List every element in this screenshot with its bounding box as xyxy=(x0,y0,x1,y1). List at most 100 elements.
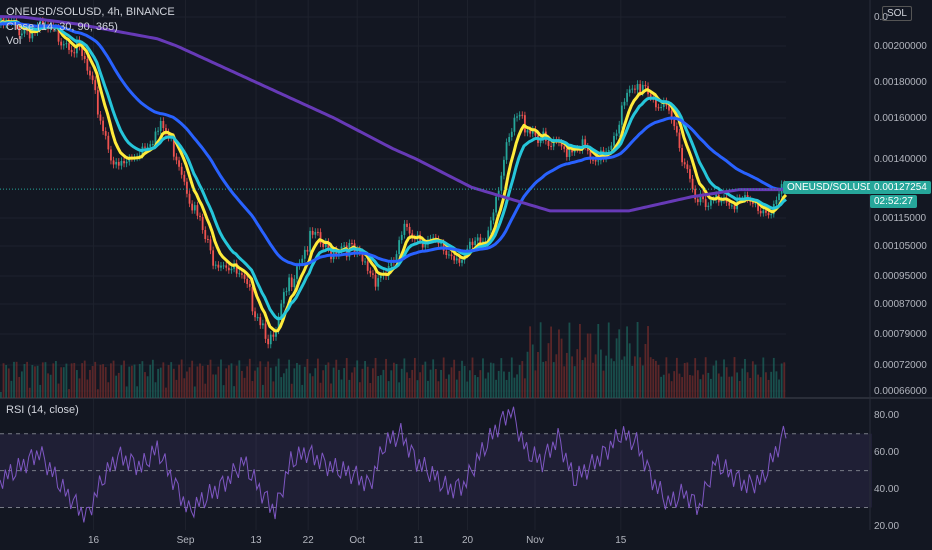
price-tick-label: 0.00105000 xyxy=(874,241,927,252)
candle-body xyxy=(293,278,296,288)
x-tick-label: 13 xyxy=(250,535,262,546)
candle-body xyxy=(254,311,256,318)
candle-body xyxy=(149,144,152,147)
volume-bar xyxy=(243,377,246,398)
candle-body xyxy=(655,98,657,108)
volume-bar xyxy=(238,360,241,398)
volume-bar xyxy=(296,363,298,398)
volume-bar xyxy=(233,386,235,398)
volume-bar xyxy=(385,358,387,398)
volume-bar xyxy=(110,363,112,398)
candle-body xyxy=(668,105,670,111)
candle-body xyxy=(607,150,610,152)
candle-body xyxy=(421,240,424,248)
candle-body xyxy=(96,90,99,115)
volume-bar xyxy=(411,369,414,398)
rsi-tick-label: 40.00 xyxy=(874,484,899,495)
volume-bar xyxy=(702,374,704,398)
candle-body xyxy=(269,334,272,345)
candle-body xyxy=(751,202,754,204)
volume-bar xyxy=(175,379,178,398)
volume-bar xyxy=(235,365,238,398)
volume-bar xyxy=(733,357,736,398)
volume-bar xyxy=(670,381,673,398)
candle-body xyxy=(641,84,644,93)
candle-body xyxy=(212,250,215,266)
volume-bar xyxy=(526,351,529,398)
volume-bar xyxy=(220,359,222,398)
candle-body xyxy=(151,144,154,146)
volume-bar xyxy=(471,357,474,398)
candle-body xyxy=(324,241,327,247)
volume-bar xyxy=(28,387,31,398)
volume-bar xyxy=(723,359,725,398)
last-price-badge: 0.00127254 xyxy=(870,181,931,194)
volume-bar xyxy=(99,364,102,398)
candle-body xyxy=(193,205,196,211)
candle-body xyxy=(309,230,311,252)
volume-bar xyxy=(267,361,270,398)
candle-body xyxy=(628,89,631,93)
candle-body xyxy=(112,160,115,165)
candle-body xyxy=(335,249,338,256)
candle-body xyxy=(518,114,521,117)
volume-bar xyxy=(762,357,765,398)
volume-bar xyxy=(319,382,322,398)
price-tick-label: 0.00160000 xyxy=(874,113,927,124)
volume-bar xyxy=(573,366,576,398)
candle-body xyxy=(361,252,364,262)
volume-bar xyxy=(699,379,702,398)
candle-body xyxy=(408,226,411,234)
candle-body xyxy=(618,124,621,134)
candle-body xyxy=(759,210,762,214)
volume-bar xyxy=(563,366,566,398)
candle-body xyxy=(445,250,448,256)
volume-bar xyxy=(107,382,110,398)
candle-body xyxy=(172,137,175,157)
candle-body xyxy=(94,80,97,91)
candle-body xyxy=(117,161,120,166)
volume-bar xyxy=(613,361,615,398)
volume-bar xyxy=(778,379,780,398)
candle-body xyxy=(474,240,477,246)
candle-body xyxy=(508,136,511,143)
candle-body xyxy=(0,16,2,25)
volume-bar xyxy=(765,372,767,398)
candle-body xyxy=(563,146,566,149)
candle-body xyxy=(513,117,516,132)
currency-badge[interactable]: SOL xyxy=(881,6,912,21)
candle-body xyxy=(730,205,733,207)
volume-bar xyxy=(539,322,542,398)
volume-bar xyxy=(652,358,655,398)
volume-bar xyxy=(686,362,689,398)
volume-bar xyxy=(775,371,778,398)
volume-bar xyxy=(2,363,5,398)
candle-body xyxy=(110,149,112,161)
volume-bar xyxy=(254,370,256,398)
volume-bar xyxy=(183,378,186,398)
volume-bar xyxy=(89,369,91,398)
volume-bar xyxy=(345,358,348,398)
volume-bar xyxy=(332,367,335,398)
volume-bar xyxy=(518,364,521,398)
candle-body xyxy=(91,75,94,81)
volume-bar xyxy=(172,368,175,398)
volume-bar xyxy=(602,370,605,398)
candle-body xyxy=(678,132,681,149)
candle-body xyxy=(539,139,542,144)
volume-bar xyxy=(269,367,272,398)
volume-bar xyxy=(337,369,340,398)
volume-bar xyxy=(626,326,628,398)
candle-body xyxy=(670,110,673,120)
candle-body xyxy=(379,275,382,279)
candle-body xyxy=(510,131,513,137)
volume-bar xyxy=(694,358,697,398)
candle-body xyxy=(356,249,359,254)
volume-bar xyxy=(0,392,2,398)
volume-bar xyxy=(7,368,10,398)
volume-bar xyxy=(544,361,547,398)
candle-body xyxy=(529,130,532,134)
candle-body xyxy=(521,114,524,116)
candle-body xyxy=(377,278,380,287)
